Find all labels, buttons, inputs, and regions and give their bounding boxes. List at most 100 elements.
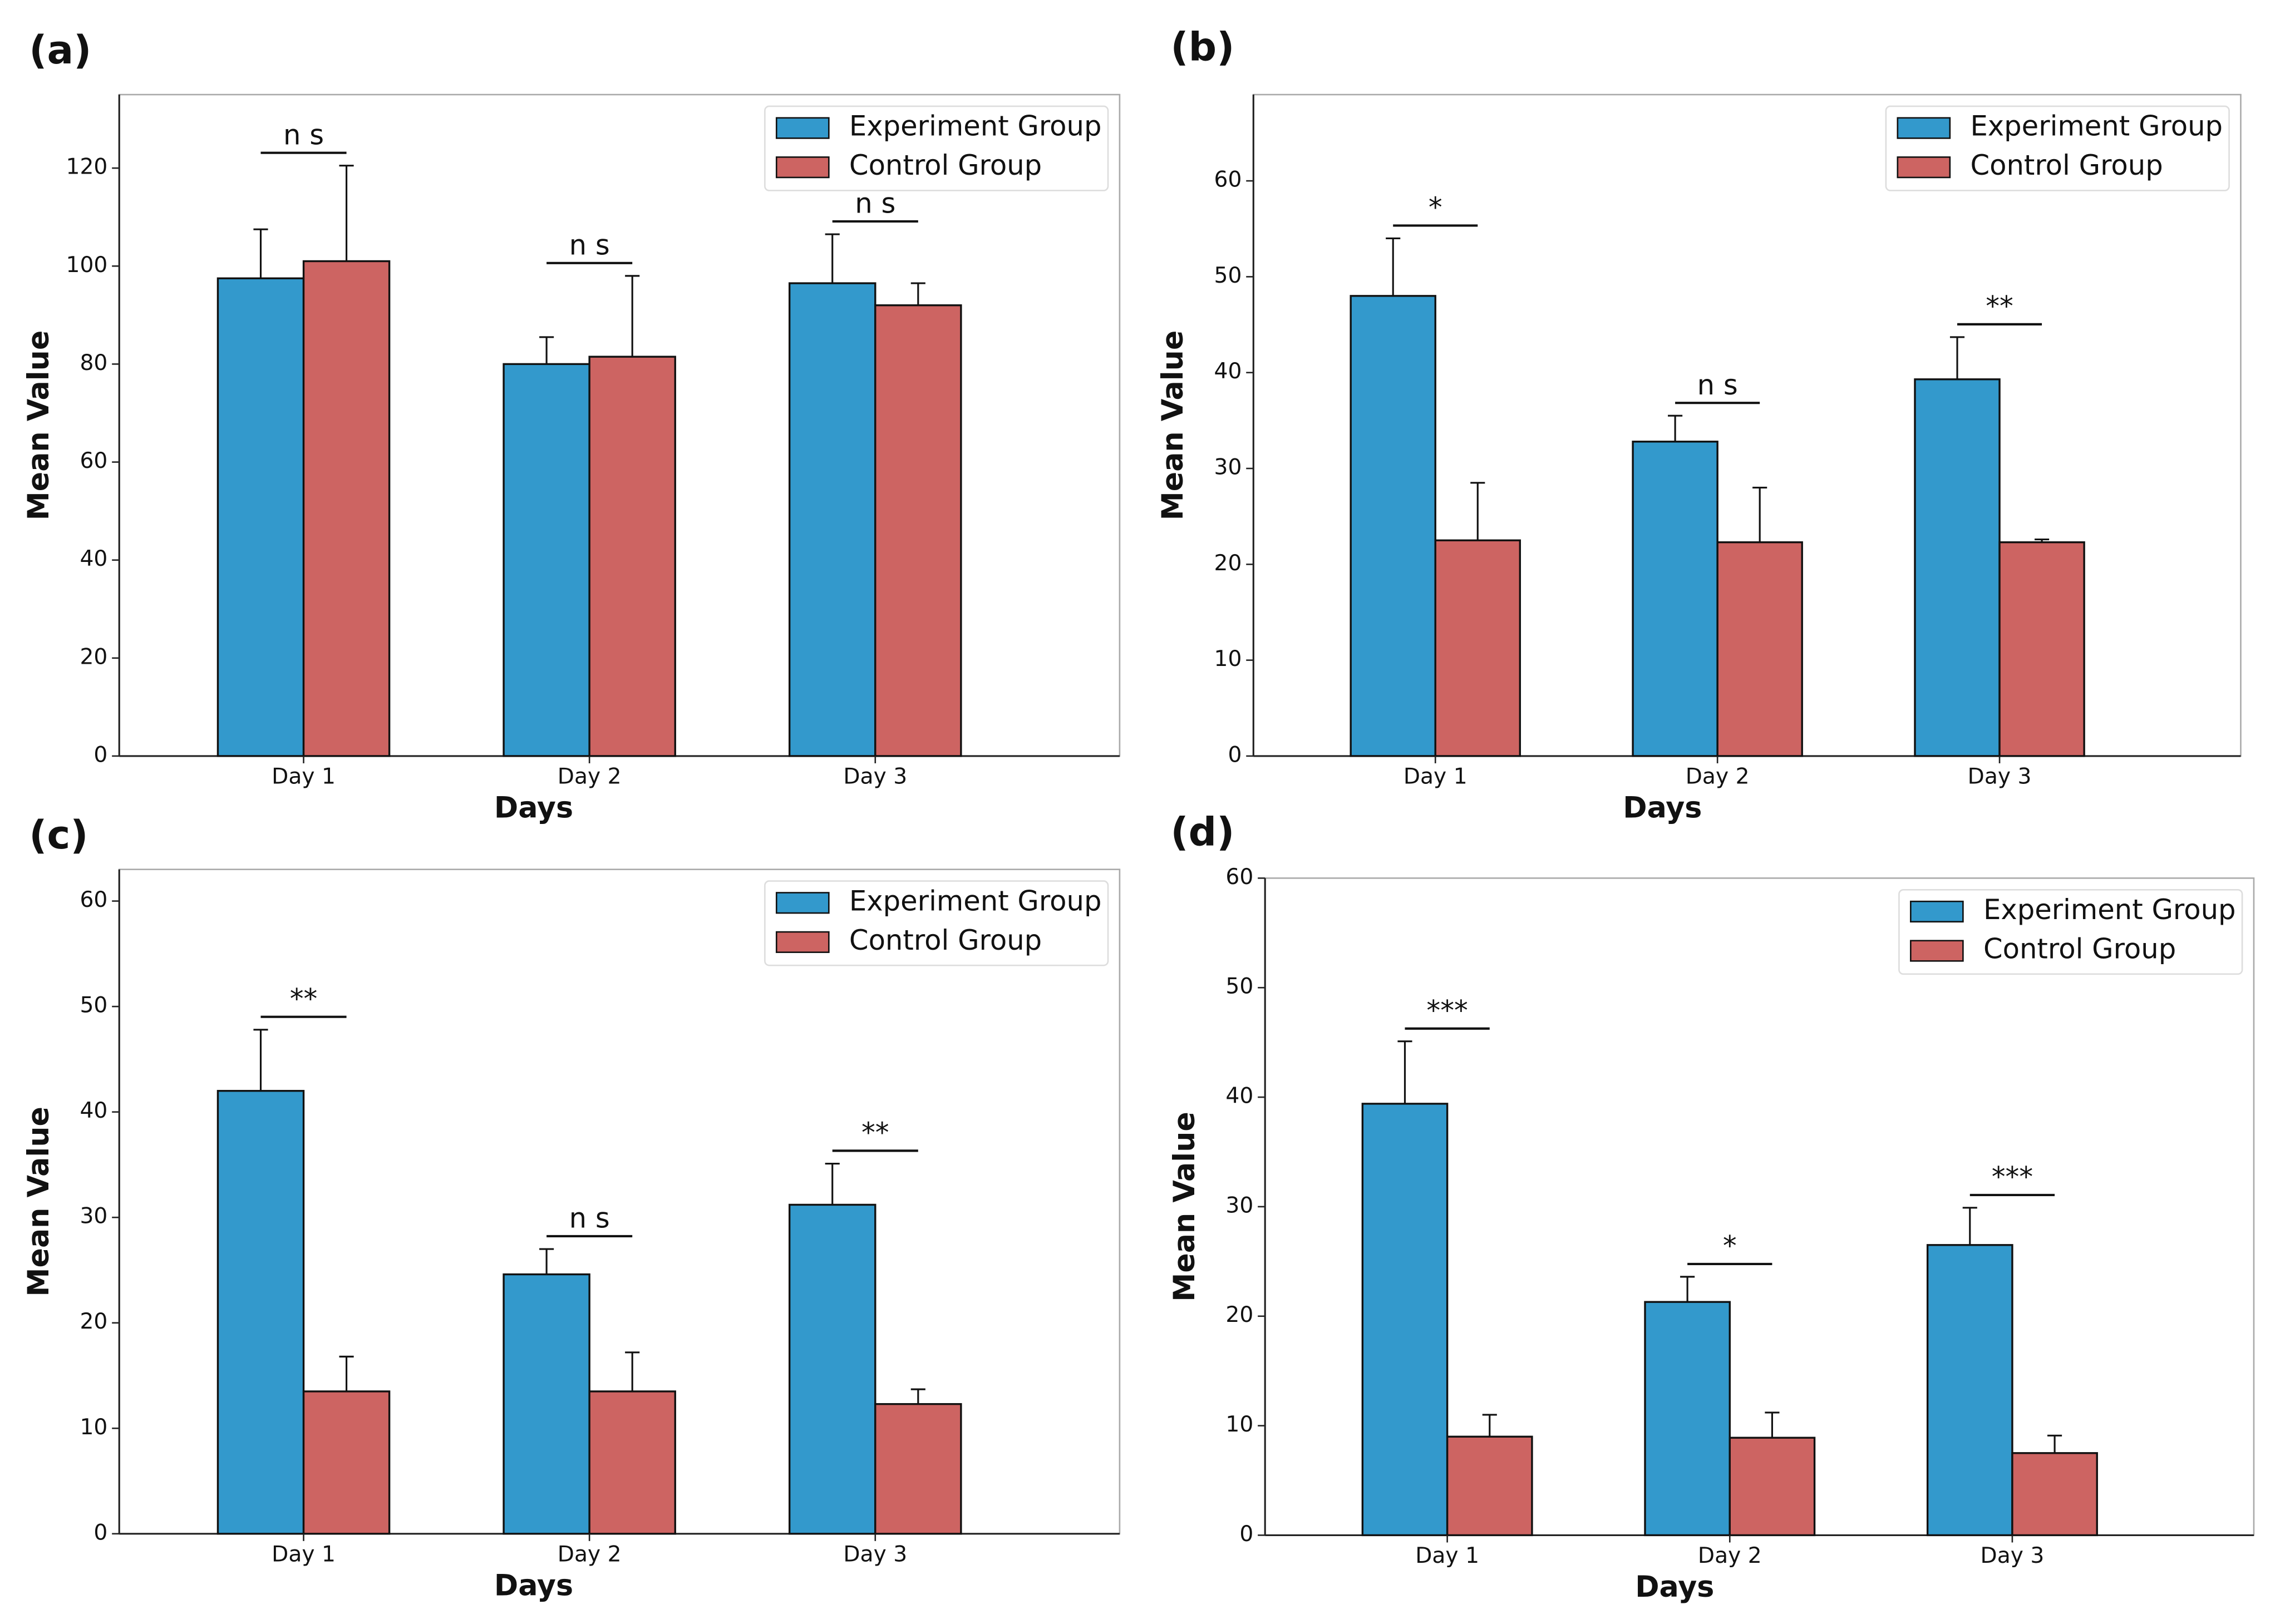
bar — [788, 1203, 876, 1535]
legend: Experiment Group Control Group — [1885, 105, 2230, 191]
error-bar — [2035, 538, 2050, 542]
x-tick-label: Day 2 — [1698, 1543, 1762, 1568]
error-bar — [2047, 1434, 2062, 1453]
x-tick-label: Day 1 — [1415, 1543, 1479, 1568]
significance-label: * — [1429, 191, 1442, 224]
error-bar — [1482, 1414, 1497, 1437]
legend-swatch — [775, 117, 830, 139]
error-bar — [1386, 237, 1401, 296]
bar — [874, 304, 962, 757]
bar — [1914, 378, 2001, 757]
significance-label: *** — [1992, 1161, 2033, 1193]
legend-frame — [764, 880, 1109, 966]
x-tick-label: Day 1 — [272, 764, 336, 789]
error-bar — [1962, 1207, 1977, 1245]
error-bar — [253, 1029, 268, 1091]
legend-label: Experiment Group — [1983, 894, 2236, 926]
bar — [1729, 1437, 1816, 1537]
error-bar — [910, 1388, 925, 1404]
y-tick-label: 120 — [66, 155, 108, 180]
y-axis-label: Mean Value — [1168, 1112, 1201, 1301]
legend-label: Control Group — [849, 149, 1042, 181]
error-bar — [1397, 1040, 1412, 1104]
y-tick-label: 30 — [1225, 1193, 1253, 1218]
x-tick-label: Day 3 — [1968, 764, 2032, 789]
significance-label: n s — [855, 187, 895, 220]
y-tick-label: 0 — [93, 1520, 107, 1545]
bar — [2011, 1452, 2098, 1537]
legend-label: Control Group — [1970, 149, 2163, 181]
bar — [874, 1403, 962, 1535]
bar — [503, 363, 590, 757]
significance-label: ** — [861, 1117, 889, 1149]
panel-label: (c) — [29, 812, 88, 858]
legend-swatch — [775, 892, 830, 914]
y-axis-label: Mean Value — [22, 330, 56, 520]
legend-label: Control Group — [1983, 933, 2176, 965]
x-tick-label: Day 1 — [1404, 764, 1468, 789]
x-axis-label: Days — [494, 1569, 573, 1602]
significance-label: n s — [283, 119, 324, 151]
bar — [216, 277, 305, 757]
panel-label: (d) — [1170, 809, 1234, 855]
y-tick-label: 0 — [1228, 742, 1242, 767]
legend-label: Experiment Group — [1970, 110, 2223, 142]
panel-label: (b) — [1170, 24, 1234, 70]
y-tick-label: 40 — [80, 1098, 107, 1123]
y-tick-label: 10 — [1225, 1412, 1253, 1437]
bar — [302, 260, 391, 757]
significance-label: n s — [569, 1202, 610, 1235]
error-bar — [339, 1355, 354, 1391]
error-bar — [1668, 414, 1683, 442]
legend-frame — [764, 105, 1109, 191]
error-bar — [1470, 482, 1485, 541]
bar — [1716, 541, 1803, 757]
panel-label: (a) — [29, 27, 91, 73]
bar — [1361, 1103, 1449, 1537]
legend-label: Control Group — [849, 924, 1042, 956]
error-bar — [1752, 486, 1767, 542]
y-tick-label: 60 — [80, 448, 107, 473]
y-tick-label: 80 — [80, 351, 107, 376]
y-axis-label: Mean Value — [22, 1107, 56, 1296]
error-bar — [625, 275, 640, 357]
bar — [503, 1273, 590, 1535]
y-tick-label: 0 — [1239, 1522, 1253, 1547]
significance-label: *** — [1426, 994, 1468, 1026]
error-bar — [1680, 1276, 1695, 1302]
error-bar — [539, 1248, 554, 1275]
legend-swatch — [1910, 940, 1964, 962]
x-tick-label: Day 2 — [558, 1542, 622, 1567]
y-tick-label: 60 — [1225, 865, 1253, 890]
bar — [1632, 441, 1718, 757]
y-tick-label: 20 — [1225, 1302, 1253, 1327]
x-axis-label: Days — [1635, 1571, 1714, 1604]
legend: Experiment Group Control Group — [1898, 888, 2243, 975]
x-tick-label: Day 2 — [558, 764, 622, 789]
error-bar — [1765, 1411, 1780, 1438]
y-tick-label: 60 — [80, 887, 107, 912]
bar — [216, 1090, 305, 1535]
bar — [1926, 1244, 2013, 1537]
legend: Experiment Group Control Group — [764, 880, 1109, 966]
bar — [588, 356, 676, 757]
error-bar — [253, 228, 268, 279]
y-tick-label: 50 — [1214, 263, 1242, 288]
legend-swatch — [1910, 900, 1964, 923]
error-bar — [625, 1351, 640, 1391]
legend-label: Experiment Group — [849, 110, 1102, 142]
error-bar — [339, 165, 354, 261]
error-bar — [825, 1162, 840, 1205]
x-tick-label: Day 1 — [272, 1542, 336, 1567]
error-bar — [825, 233, 840, 284]
y-axis-label: Mean Value — [1156, 330, 1190, 520]
y-tick-label: 0 — [93, 742, 107, 767]
y-tick-label: 40 — [80, 546, 107, 571]
y-tick-label: 10 — [80, 1415, 107, 1440]
y-tick-label: 20 — [80, 1309, 107, 1334]
y-tick-label: 20 — [80, 644, 107, 669]
significance-label: ** — [1986, 290, 2013, 323]
x-tick-label: Day 2 — [1686, 764, 1750, 789]
x-tick-label: Day 3 — [843, 764, 907, 789]
